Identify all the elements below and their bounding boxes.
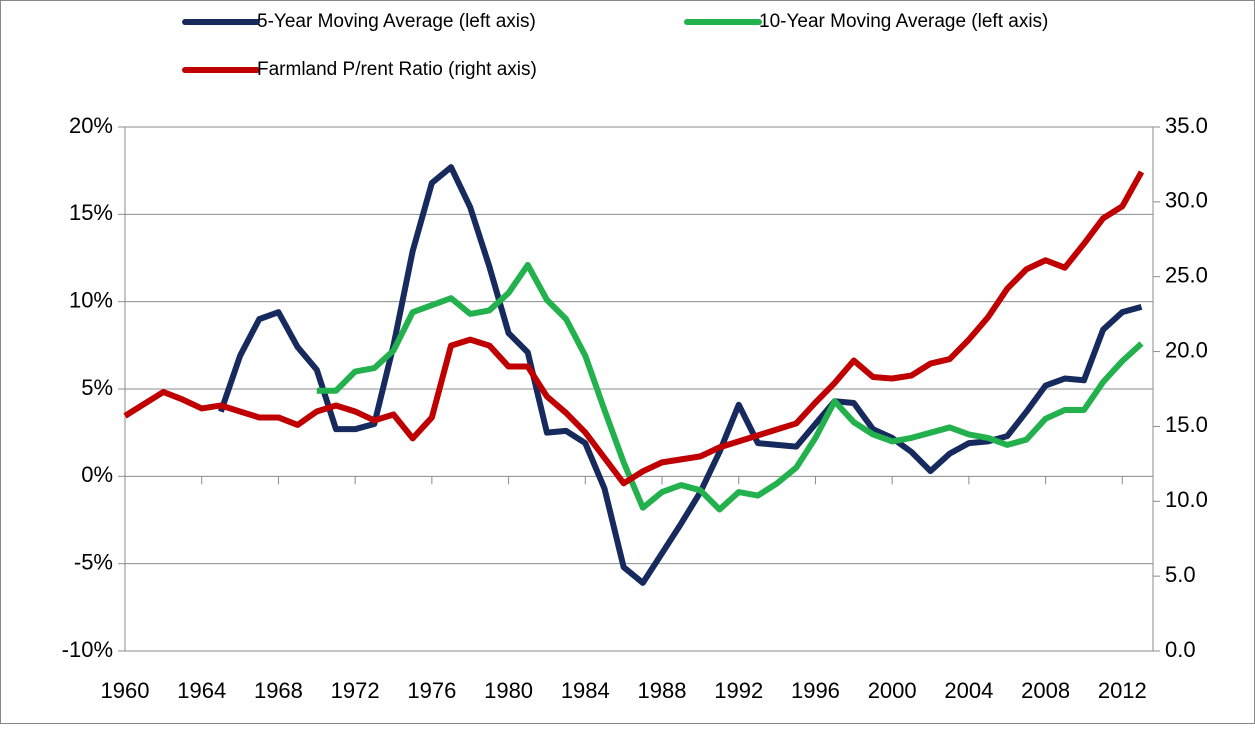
x-tick-label: 1960 <box>101 678 150 703</box>
series-line <box>123 170 1145 487</box>
y2-tick-label: 25.0 <box>1165 263 1208 288</box>
series-line <box>316 261 1144 513</box>
y-tick-label: 5% <box>81 375 113 400</box>
legend-label: Farmland P/rent Ratio (right axis) <box>257 59 537 80</box>
x-tick-label: 1964 <box>177 678 226 703</box>
x-tick-label: 1980 <box>484 678 533 703</box>
legend-label: 10-Year Moving Average (left axis) <box>759 11 1048 32</box>
x-tick-label: 1976 <box>407 678 456 703</box>
y2-tick-label: 20.0 <box>1165 337 1208 362</box>
x-tick-label: 1996 <box>791 678 840 703</box>
x-tick-label: 1972 <box>331 678 380 703</box>
x-tick-label: 1992 <box>714 678 763 703</box>
legend-label: 5-Year Moving Average (left axis) <box>257 11 536 32</box>
y-tick-label: -5% <box>74 549 113 574</box>
x-tick-label: 1988 <box>638 678 687 703</box>
y2-tick-label: 5.0 <box>1165 562 1196 587</box>
x-tick-label: 1968 <box>254 678 303 703</box>
y2-tick-label: 15.0 <box>1165 412 1208 437</box>
series-line <box>218 164 1143 586</box>
y2-tick-label: 30.0 <box>1165 188 1208 213</box>
y2-tick-label: 10.0 <box>1165 487 1208 512</box>
y2-tick-label: 0.0 <box>1165 637 1196 662</box>
y-tick-label: 10% <box>69 287 113 312</box>
y-tick-label: 0% <box>81 462 113 487</box>
x-tick-label: 2004 <box>944 678 993 703</box>
y-tick-label: 20% <box>69 113 113 138</box>
x-tick-label: 1984 <box>561 678 610 703</box>
x-tick-label: 2008 <box>1021 678 1070 703</box>
x-tick-label: 2012 <box>1098 678 1147 703</box>
x-tick-label: 2000 <box>868 678 917 703</box>
y-tick-label: 15% <box>69 200 113 225</box>
y2-tick-label: 35.0 <box>1165 113 1208 138</box>
y-tick-label: -10% <box>62 637 113 662</box>
